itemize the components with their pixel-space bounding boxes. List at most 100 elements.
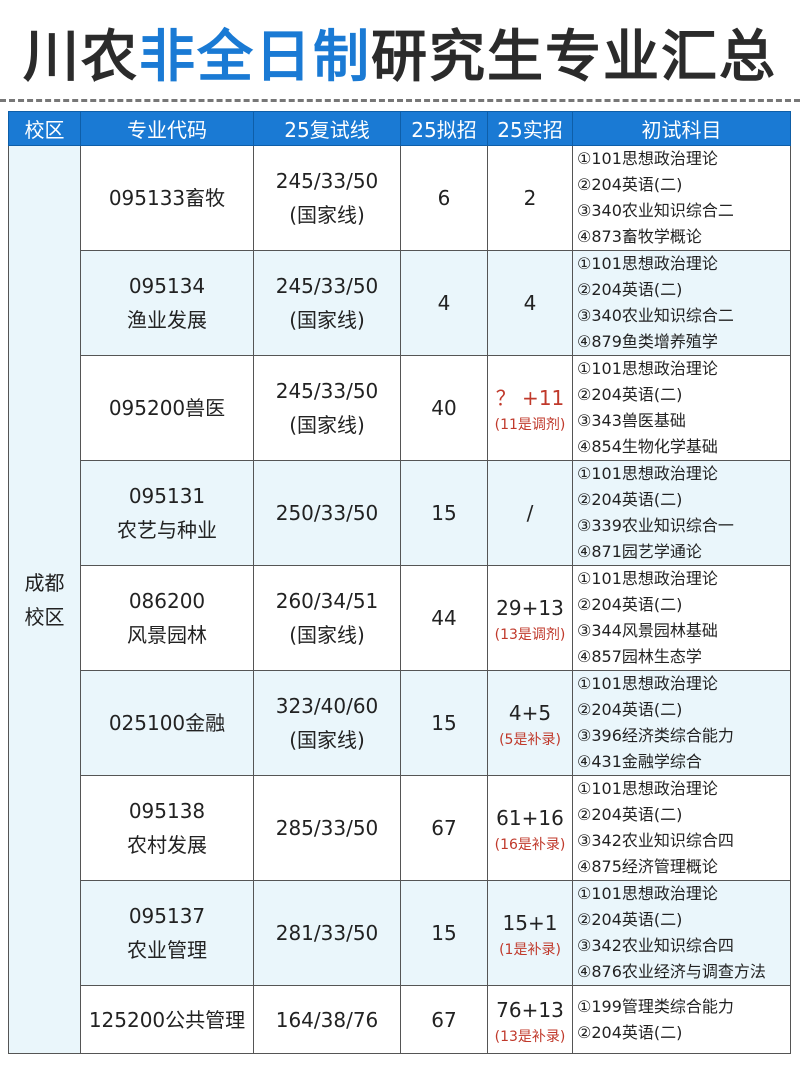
cell-line: 095138 (128, 799, 206, 823)
cell-line: ④857园林生态学 (577, 647, 702, 666)
cell-line: ②204英语(二) (577, 280, 683, 299)
cell-line: 095134 (128, 274, 206, 298)
actual-note: (5是补录) (499, 732, 561, 748)
subjects-cell: ①101思想政治理论 ②204英语(二) ③344风景园林基础 ④857园林生态学 (572, 565, 791, 671)
cell-line: 250/33/50 (275, 501, 379, 525)
subjects-cell: ①199管理类综合能力 ②204英语(二) (572, 985, 791, 1054)
cell-line: ③343兽医基础 (577, 411, 686, 430)
major-cell: 095131 农艺与种业 (80, 460, 254, 566)
actual-value: / (526, 501, 534, 525)
cell-line: 281/33/50 (275, 921, 379, 945)
cell-line: 风景园林 (127, 623, 207, 647)
plan-cell: 4 (400, 250, 488, 356)
cell-line: 245/33/50 (275, 169, 379, 193)
actual-cell: / (487, 460, 573, 566)
cell-line: ①101思想政治理论 (577, 149, 718, 168)
cell-line: ③340农业知识综合二 (577, 201, 734, 220)
plan-cell: 15 (400, 880, 488, 986)
actual-cell: 4 (487, 250, 573, 356)
table-row: 095131 农艺与种业 250/33/50 15 / ①101思想政治理论 ②204英语(… (9, 460, 791, 566)
score-line-cell: 245/33/50 (国家线) (253, 145, 401, 251)
cell-line: ③396经济类综合能力 (577, 726, 734, 745)
actual-cell: 76+13 (13是补录) (487, 985, 573, 1054)
plan-cell: 67 (400, 985, 488, 1054)
title-part1: 川农 (23, 25, 139, 90)
cell-line: ②204英语(二) (577, 700, 683, 719)
cell-line: ③344风景园林基础 (577, 621, 718, 640)
subjects-cell: ①101思想政治理论 ②204英语(二) ③340农业知识综合二 ④879鱼类增养殖学 (572, 250, 791, 356)
cell-line: 245/33/50 (275, 379, 379, 403)
actual-note: (11是调剂) (494, 417, 566, 433)
plan-cell: 15 (400, 460, 488, 566)
table-row: 095134 渔业发展 245/33/50 (国家线) 4 4 ①101思想政治理论 ②204… (9, 250, 791, 356)
plan-cell: 67 (400, 775, 488, 881)
dashed-divider (0, 99, 800, 102)
actual-value: 76+13 (496, 997, 564, 1022)
campus-cell: 成都 校区 (8, 145, 81, 1054)
actual-value: 4+5 (508, 701, 552, 725)
table-row: 025100金融 323/40/60 (国家线) 15 4+5 (5是补录) ①101思想政… (9, 670, 791, 776)
cell-line: ①101思想政治理论 (577, 359, 718, 378)
actual-value: 2 (523, 186, 537, 210)
actual-note: (1是补录) (499, 942, 561, 958)
cell-line: ②204英语(二) (577, 805, 683, 824)
score-line-cell: 245/33/50 (国家线) (253, 250, 401, 356)
cell-line: ①101思想政治理论 (577, 464, 718, 483)
cell-line: ③342农业知识综合四 (577, 831, 734, 850)
actual-cell: 4+5 (5是补录) (487, 670, 573, 776)
subjects-cell: ①101思想政治理论 ②204英语(二) ③343兽医基础 ④854生物化学基础 (572, 355, 791, 461)
table-row: 086200 风景园林 260/34/51 (国家线) 44 29+13 (13是调剂) ①1… (9, 565, 791, 671)
column-header: 25复试线 (253, 111, 401, 146)
actual-value: 61+16 (496, 806, 564, 830)
cell-line: 渔业发展 (127, 308, 207, 332)
cell-line: ④854生物化学基础 (577, 437, 718, 456)
actual-value: ？ +11 (495, 386, 565, 410)
subjects-cell: ①101思想政治理论 ②204英语(二) ③342农业知识综合四 ④875经济管理概论 (572, 775, 791, 881)
cell-line: (国家线) (289, 203, 365, 227)
table-row: 095138 农村发展 285/33/50 67 61+16 (16是补录) ①101思想政… (9, 775, 791, 881)
cell-line: 025100金融 (108, 711, 226, 735)
score-line-cell: 164/38/76 (253, 985, 401, 1054)
cell-line: 农村发展 (127, 833, 207, 857)
column-header: 校区 (8, 111, 81, 146)
cell-line: 农业管理 (127, 938, 207, 962)
plan-cell: 44 (400, 565, 488, 671)
major-cell: 095138 农村发展 (80, 775, 254, 881)
score-line-cell: 260/34/51 (国家线) (253, 565, 401, 671)
subjects-cell: ①101思想政治理论 ②204英语(二) ③340农业知识综合二 ④873畜牧学概论 (572, 145, 791, 251)
subjects-cell: ①101思想政治理论 ②204英语(二) ③339农业知识综合一 ④871园艺学通论 (572, 460, 791, 566)
cell-line: ③340农业知识综合二 (577, 306, 734, 325)
cell-line: ②204英语(二) (577, 1022, 683, 1042)
actual-value: 15+1 (502, 911, 558, 935)
actual-value: 4 (523, 291, 537, 315)
actual-cell: 29+13 (13是调剂) (487, 565, 573, 671)
cell-line: (国家线) (289, 728, 365, 752)
column-header: 25拟招 (400, 111, 488, 146)
majors-table: 校区 专业代码 25复试线 25拟招 25实招 初试科目 成都 校区 095133畜牧 245… (8, 111, 791, 1054)
actual-cell: 61+16 (16是补录) (487, 775, 573, 881)
cell-line: ④875经济管理概论 (577, 857, 718, 876)
cell-line: 245/33/50 (275, 274, 379, 298)
score-line-cell: 250/33/50 (253, 460, 401, 566)
cell-line: 095137 (128, 904, 206, 928)
cell-line: 095133畜牧 (108, 186, 226, 210)
cell-line: ③342农业知识综合四 (577, 936, 734, 955)
table-row: 成都 校区 095133畜牧 245/33/50 (国家线) 6 2 ①101思想政治理论 ②… (8, 145, 791, 1054)
actual-note: (13是调剂) (494, 627, 566, 643)
column-header: 专业代码 (80, 111, 254, 146)
cell-line: ①101思想政治理论 (577, 674, 718, 693)
cell-line: ②204英语(二) (577, 910, 683, 929)
cell-line: 285/33/50 (275, 816, 379, 840)
actual-cell: 2 (487, 145, 573, 251)
header-row: 校区 专业代码 25复试线 25拟招 25实招 初试科目 (8, 111, 791, 146)
major-cell: 095137 农业管理 (80, 880, 254, 986)
major-cell: 095134 渔业发展 (80, 250, 254, 356)
table-row: 125200公共管理 164/38/76 67 76+13 (13是补录) ①199管理类… (9, 985, 791, 1054)
actual-value: 29+13 (496, 596, 564, 620)
table-row: 095137 农业管理 281/33/50 15 15+1 (1是补录) ①101思想政治理… (9, 880, 791, 986)
cell-line: 260/34/51 (275, 589, 379, 613)
cell-line: 323/40/60 (275, 694, 379, 718)
cell-line: (国家线) (289, 623, 365, 647)
major-cell: 095200兽医 (80, 355, 254, 461)
cell-line: ②204英语(二) (577, 385, 683, 404)
